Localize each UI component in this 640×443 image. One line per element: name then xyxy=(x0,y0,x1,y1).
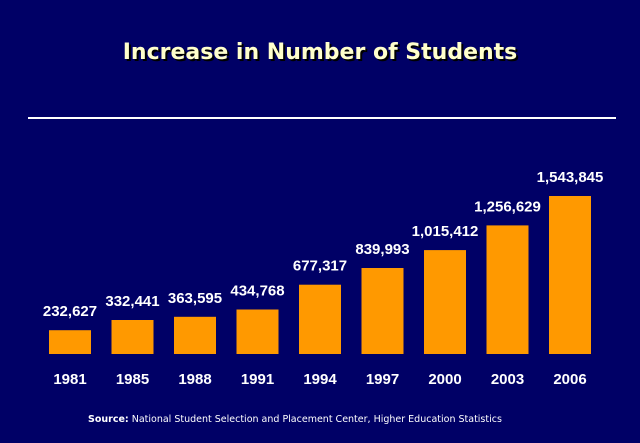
bar-1988 xyxy=(174,316,216,354)
value-label-2003: 1,256,629 xyxy=(474,198,541,215)
value-label-1991: 434,768 xyxy=(230,283,284,300)
category-label-1981: 1981 xyxy=(53,371,86,388)
value-label-2000: 1,015,412 xyxy=(412,223,479,240)
bar-1981 xyxy=(49,330,91,354)
source-prefix: Source: xyxy=(88,414,129,425)
bar-2003 xyxy=(486,225,529,354)
source-text: National Student Selection and Placement… xyxy=(128,414,502,425)
category-label-2000: 2000 xyxy=(428,371,461,388)
source-note: Source: National Student Selection and P… xyxy=(88,414,502,425)
chart-title: Increase in Number of Students xyxy=(122,40,518,65)
value-label-1994: 677,317 xyxy=(293,258,347,275)
value-label-1981: 232,627 xyxy=(43,303,97,320)
value-label-1985: 332,441 xyxy=(105,293,159,310)
value-label-2006: 1,543,845 xyxy=(537,169,604,186)
value-labels-layer: 232,627 332,441 363,595 434,768 677,317 839,9… xyxy=(43,169,603,320)
bar-2006 xyxy=(549,196,591,354)
category-label-1988: 1988 xyxy=(178,371,211,388)
category-label-2003: 2003 xyxy=(491,371,524,388)
title-divider xyxy=(28,117,616,119)
bar-1985 xyxy=(111,320,154,354)
bar-1991 xyxy=(236,309,279,354)
value-label-1997: 839,993 xyxy=(355,241,409,258)
category-label-1994: 1994 xyxy=(303,371,337,388)
category-labels-layer: 1981 1985 1988 1991 1994 1997 2000 2003 2006 xyxy=(53,371,586,388)
bar-1997 xyxy=(361,268,404,354)
bar-1994 xyxy=(299,284,341,354)
category-label-2006: 2006 xyxy=(553,371,586,388)
bar-2000 xyxy=(424,250,466,354)
category-label-1997: 1997 xyxy=(366,371,399,388)
category-label-1985: 1985 xyxy=(116,371,149,388)
value-label-1988: 363,595 xyxy=(168,290,222,307)
bars-layer xyxy=(49,196,591,354)
category-label-1991: 1991 xyxy=(241,371,274,388)
